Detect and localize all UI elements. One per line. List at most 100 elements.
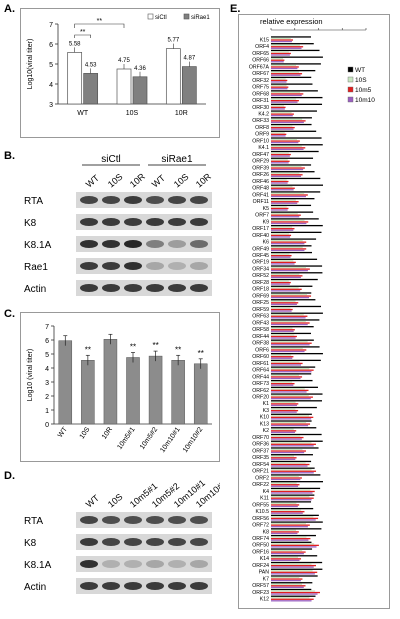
chart-e-bar <box>271 37 291 40</box>
chart-e-bar <box>271 529 297 532</box>
chart-e-bar <box>271 526 308 528</box>
chart-e-bar <box>271 213 298 215</box>
blotB-band <box>124 240 142 248</box>
chart-e-bar <box>271 413 312 415</box>
blotD-row-label: RTA <box>24 516 43 527</box>
chart-c-y-tick-label: 2 <box>45 394 49 401</box>
chart-e-category-label: ORF45 <box>252 253 269 259</box>
chart-e-category-label: K6 <box>263 240 269 246</box>
chart-e-category-label: ORF50 <box>252 543 269 549</box>
chart-e-bar <box>271 364 302 366</box>
chart-e-bar <box>271 202 298 204</box>
chart-e-bar <box>271 226 293 228</box>
chart-e-bar <box>271 332 312 335</box>
chart-e-bar <box>271 379 313 382</box>
chart-e-bar <box>271 585 306 587</box>
blotB-row-label: Actin <box>24 284 46 295</box>
blotD-band <box>168 516 186 524</box>
chart-e-category-label: ORF55 <box>252 502 269 508</box>
chart-e-category-label: ORF74 <box>252 536 269 542</box>
chart-e-bar <box>271 546 317 548</box>
chart-e-bar <box>271 512 303 514</box>
chart-e-bar <box>271 308 293 311</box>
chart-e-bar <box>271 551 306 553</box>
blotD-row-label: K8.1A <box>24 560 52 571</box>
chart-e-category-label: K4.1 <box>258 145 269 151</box>
blotB-band <box>168 262 186 270</box>
chart-e-bar <box>271 362 303 365</box>
chart-e-bar <box>271 73 303 75</box>
chart-e-category-label: ORF65 <box>252 51 269 57</box>
blotB-membrane <box>76 258 212 274</box>
chart-e-bar <box>271 433 322 436</box>
chart-e-bar <box>271 256 291 258</box>
chart-c-y-tick-label: 1 <box>45 408 49 415</box>
chart-e-bar <box>271 586 304 588</box>
chart-e-bar <box>271 497 314 499</box>
chart-e-bar <box>271 548 313 550</box>
blotB-band <box>102 262 120 270</box>
chart-e-bar <box>271 310 292 312</box>
chart-e-category-label: K12 <box>260 597 269 603</box>
chart-e-bar <box>271 307 291 309</box>
chart-e-bar <box>271 428 294 430</box>
chart-e-bar <box>271 79 288 82</box>
chart-e-bar <box>271 171 315 173</box>
chart-e-bar <box>271 448 303 451</box>
chart-e-bar <box>271 579 301 582</box>
chart-a-y-label: Log10(viral titer) <box>27 39 34 90</box>
chart-e-bar <box>271 556 299 558</box>
chart-c-sig-mark: ** <box>198 349 204 358</box>
chart-e-category-label: ORF41 <box>252 192 269 198</box>
chart-e-bar <box>271 492 313 494</box>
blotD-band <box>146 538 164 546</box>
chart-c-x-tick-label: 10R <box>101 426 114 441</box>
chart-e-bar <box>271 236 291 238</box>
chart-e-category-label: ORF72 <box>252 523 269 529</box>
chart-e-bar <box>271 49 320 52</box>
chart-e-category-label: K14 <box>260 556 269 562</box>
chart-e-bar <box>271 228 295 230</box>
chart-e-category-label: ORF19 <box>252 260 269 266</box>
chart-e-bar <box>271 501 312 503</box>
blotB-row-label: K8 <box>24 218 37 229</box>
chart-e-bar <box>271 105 285 107</box>
chart-e-bar <box>271 386 318 388</box>
chart-e-category-label: ORF39 <box>252 165 269 171</box>
chart-e-bar <box>271 522 306 525</box>
chart-e-category-label: ORF4 <box>255 44 269 50</box>
chart-e-bar <box>271 401 296 403</box>
chart-e-bar <box>271 287 299 289</box>
chart-a-legend-swatch <box>183 13 190 20</box>
chart-e-category-label: ORF25 <box>252 300 269 306</box>
blotB-band <box>168 284 186 292</box>
chart-e-bar <box>271 460 312 463</box>
chart-e-category-label: K10 <box>260 415 269 421</box>
blotD-band <box>168 582 186 590</box>
chart-e-category-label: ORF64 <box>252 368 269 374</box>
chart-e-bar <box>271 470 317 472</box>
chart-e-bar <box>271 175 302 177</box>
chart-e-bar <box>271 231 322 234</box>
chart-e-bar <box>271 265 323 267</box>
chart-e-bar <box>271 76 312 79</box>
blotB-band <box>168 196 186 204</box>
chart-a-legend-swatch <box>147 13 154 20</box>
chart-e-category-label: K1 <box>263 401 269 407</box>
chart-e-category-label: ORF20 <box>252 395 269 401</box>
blotD-band <box>102 560 120 568</box>
chart-a-bar <box>165 48 181 105</box>
blotD-band <box>124 560 142 568</box>
chart-e-category-label: K8 <box>263 529 269 535</box>
chart-e-bar <box>271 218 319 220</box>
chart-e-bar <box>271 224 323 227</box>
panel-label-a: A. <box>4 3 15 15</box>
chart-e-bar <box>271 598 314 600</box>
chart-e-bar <box>271 47 302 49</box>
chart-e-bar <box>271 81 287 83</box>
chart-e-bar <box>271 329 295 331</box>
chart-c-sig-mark: ** <box>152 341 158 350</box>
chart-e-bar <box>271 559 300 562</box>
chart-e-bar <box>271 159 288 161</box>
chart-a-bar-label: 4.36 <box>134 66 146 72</box>
